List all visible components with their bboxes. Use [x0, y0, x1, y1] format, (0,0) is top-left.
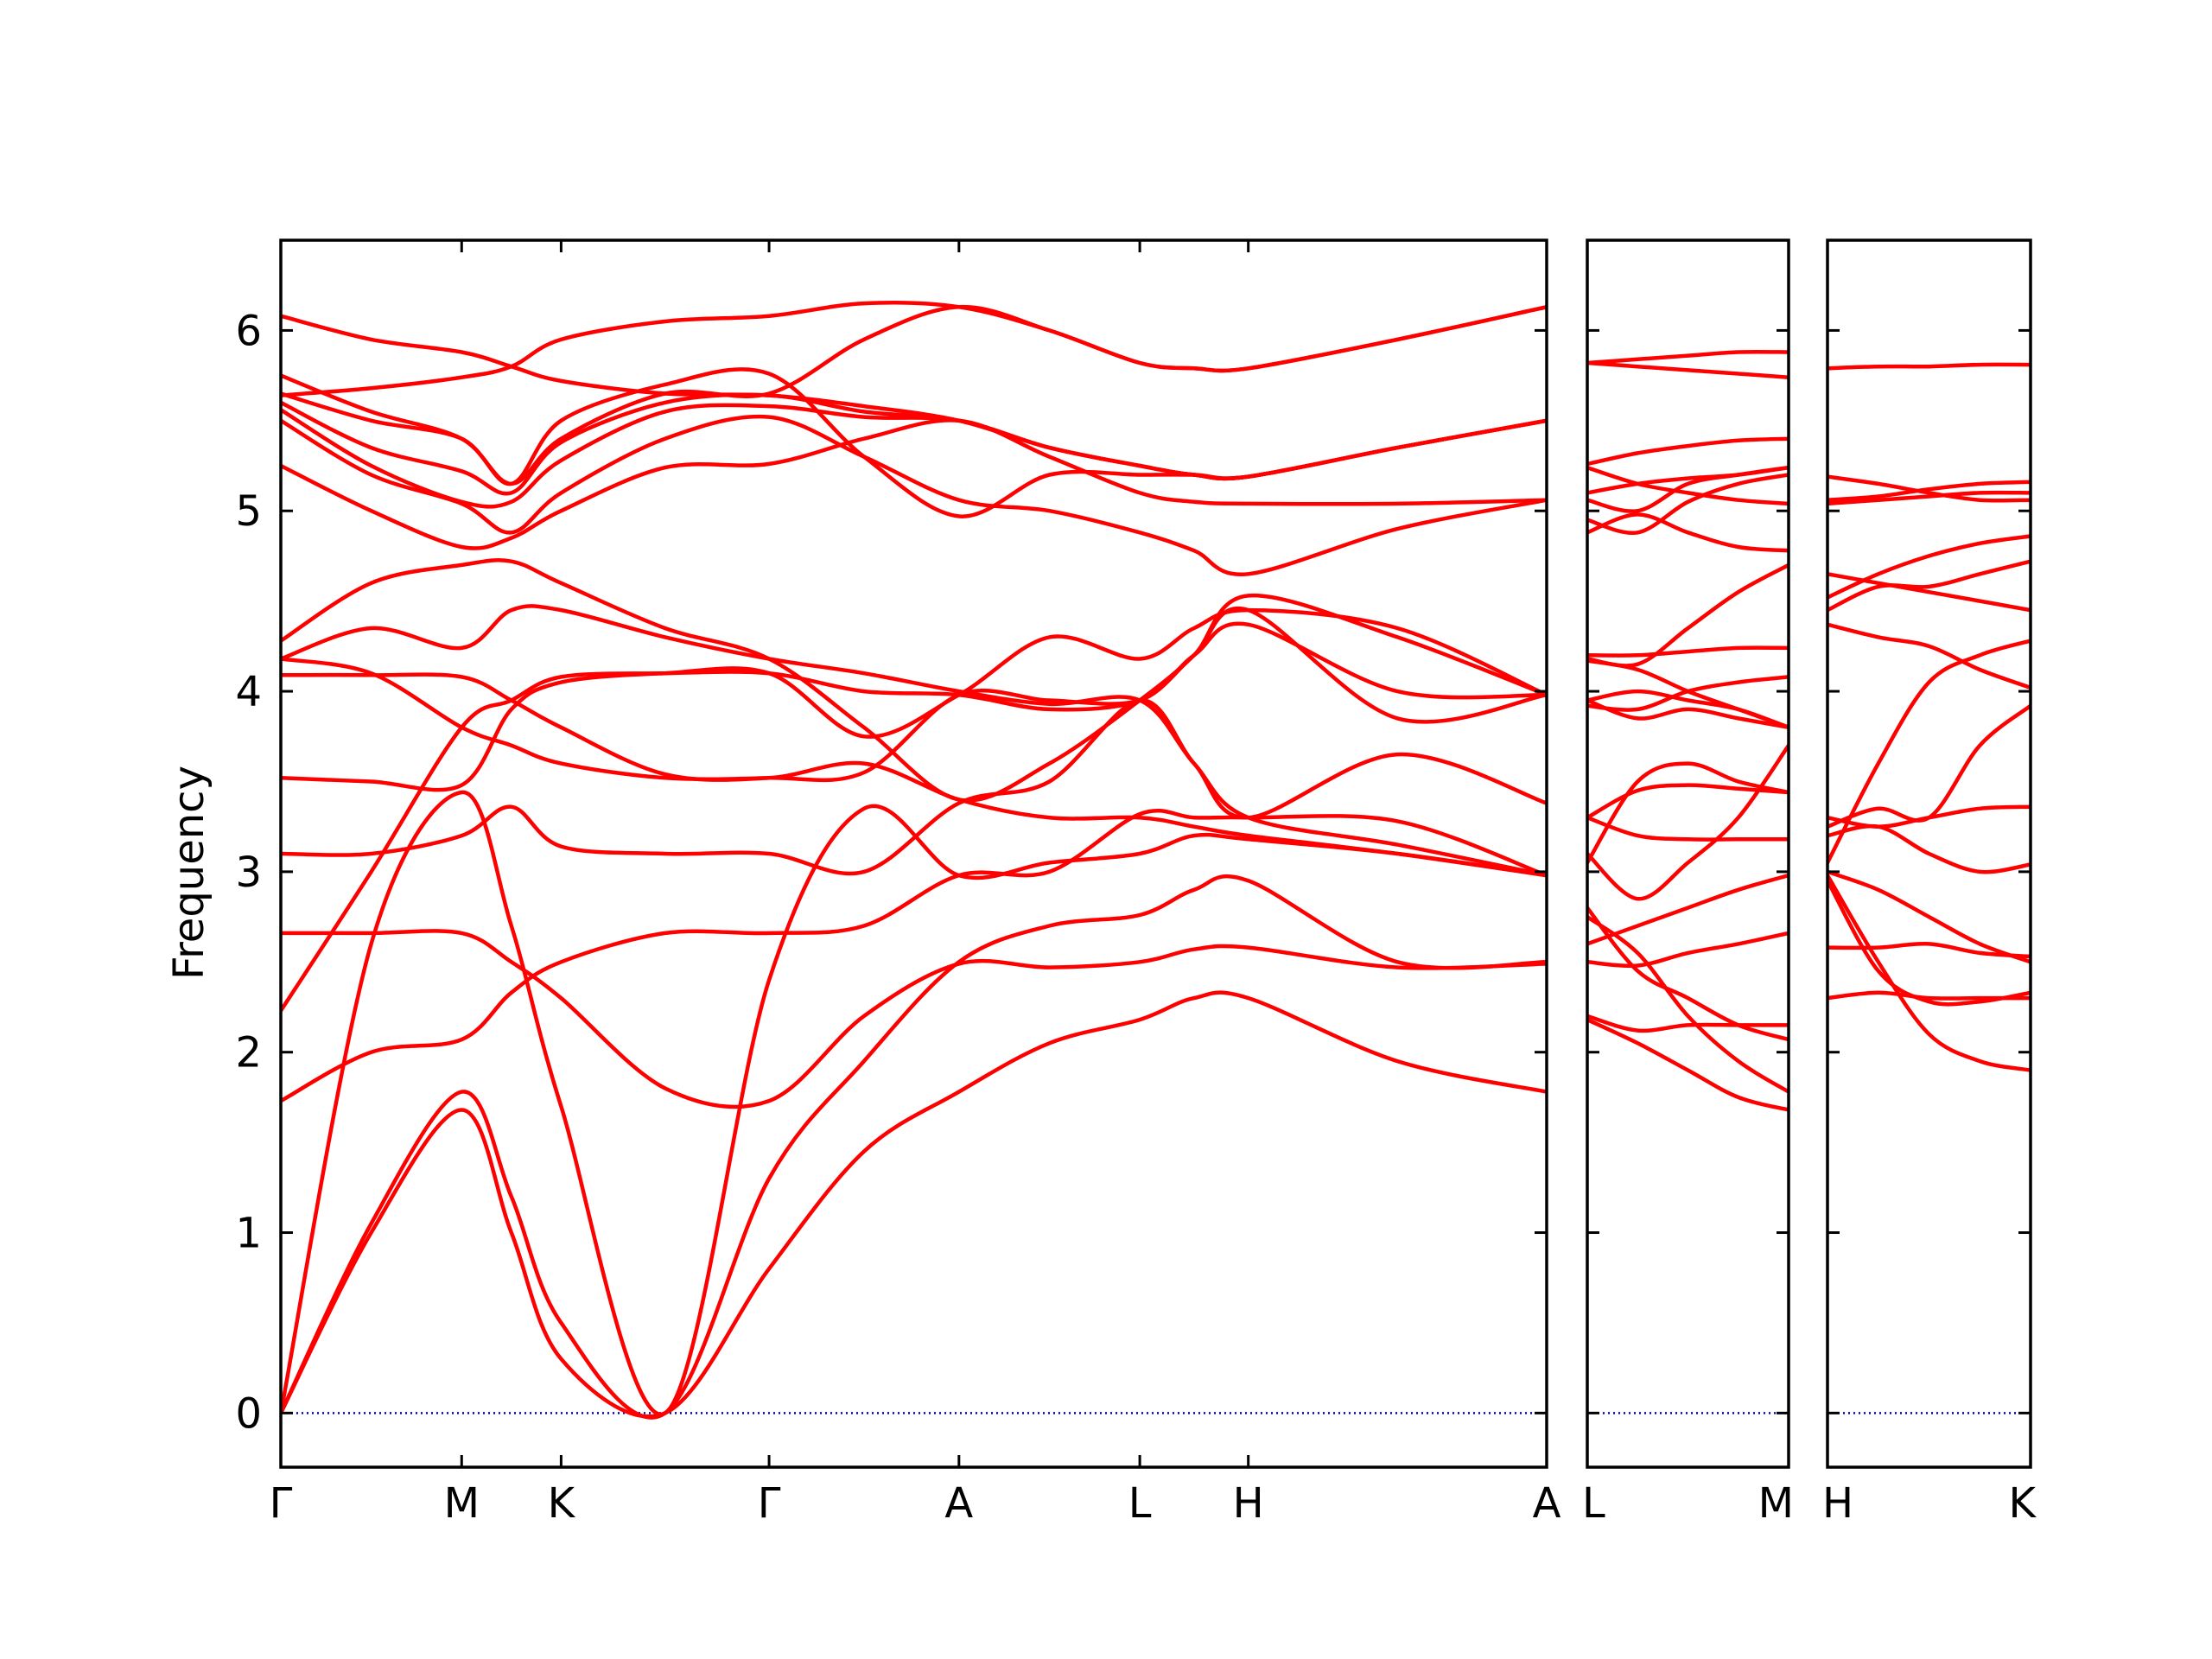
band-line — [1587, 906, 1789, 1042]
band-line — [1587, 563, 1789, 668]
y-tick-label: 0 — [235, 1389, 262, 1438]
band-line — [1587, 512, 1789, 553]
band-line — [1827, 490, 2031, 506]
band-line — [1587, 436, 1789, 467]
y-tick-label: 2 — [235, 1029, 262, 1077]
y-tick-label: 3 — [235, 849, 262, 897]
plot-frame — [1826, 238, 2032, 1469]
x-tick-label: L — [1128, 1479, 1152, 1528]
y-tick-label: 1 — [235, 1210, 262, 1258]
band-line — [1827, 572, 2031, 613]
y-tick-label: 5 — [235, 487, 262, 536]
band-line — [1827, 873, 2031, 1072]
band-line — [1827, 474, 2031, 503]
y-tick-label: 4 — [235, 668, 262, 716]
x-tick-label: Γ — [758, 1479, 781, 1528]
band-line — [1827, 559, 2031, 613]
band-line — [281, 874, 1547, 1420]
band-line — [281, 418, 1547, 550]
band-line — [281, 929, 1547, 1109]
plot-frame — [279, 238, 1548, 1469]
x-tick-label: A — [944, 1479, 973, 1528]
band-line — [1587, 698, 1789, 730]
band-line — [1587, 465, 1789, 495]
band-line — [1587, 1017, 1789, 1112]
band-line — [281, 314, 1547, 481]
x-tick-label: A — [1533, 1479, 1561, 1528]
plot-frame — [1586, 238, 1790, 1469]
band-line — [281, 809, 1547, 1103]
band-line — [1827, 534, 2031, 600]
band-line — [1587, 743, 1789, 901]
band-line — [1587, 931, 1789, 969]
panel-main: 0 1 2 3 4 5 6 Γ M K Γ A L H A — [235, 238, 1561, 1528]
band-line — [281, 790, 1547, 1417]
y-axis-label: Frequency — [165, 766, 213, 980]
band-line — [1827, 639, 2031, 865]
band-line — [1587, 360, 1789, 379]
x-tick-label: Γ — [270, 1479, 293, 1528]
x-tick-label: K — [548, 1479, 576, 1528]
band-line — [1827, 879, 2031, 1007]
band-line — [1827, 823, 2031, 874]
band-line — [1587, 914, 1789, 1094]
band-line — [1587, 645, 1789, 658]
x-tick-label: L — [1582, 1479, 1605, 1528]
band-line — [1587, 473, 1789, 536]
band-line — [1827, 622, 2031, 690]
x-tick-label: M — [1758, 1479, 1794, 1528]
band-line — [1827, 869, 2031, 964]
bands — [1587, 349, 1789, 1112]
x-tick-label: H — [1822, 1479, 1853, 1528]
bands — [281, 300, 1547, 1420]
band-line — [281, 604, 1547, 878]
bands — [1827, 362, 2031, 1072]
band-line — [1587, 1014, 1789, 1033]
band-line — [1587, 465, 1789, 506]
x-tick-label: M — [444, 1479, 480, 1528]
band-line — [281, 607, 1547, 792]
band-line — [1587, 815, 1789, 842]
band-line — [281, 990, 1547, 1419]
x-tick-label: H — [1233, 1479, 1264, 1528]
band-line — [1827, 703, 2031, 829]
band-line — [281, 606, 1547, 1013]
band-line — [1587, 873, 1789, 946]
band-line — [1587, 761, 1789, 865]
x-tick-label: K — [2009, 1479, 2037, 1528]
y-tick-label: 6 — [235, 307, 262, 355]
band-line — [1587, 349, 1789, 365]
band-line — [281, 558, 1547, 803]
band-line — [281, 672, 1547, 878]
band-line — [281, 300, 1547, 397]
band-line — [1587, 783, 1789, 820]
band-line — [1827, 480, 2031, 502]
band-line — [1827, 362, 2031, 371]
